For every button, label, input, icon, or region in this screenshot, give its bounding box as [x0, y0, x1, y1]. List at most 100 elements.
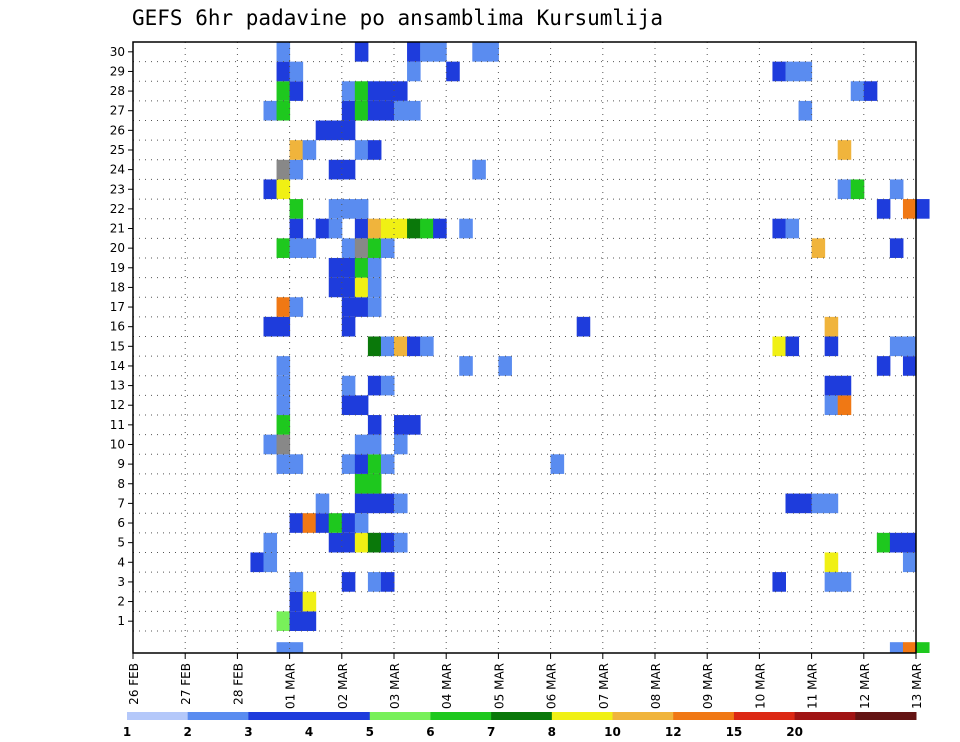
heatmap-cell	[407, 218, 421, 239]
heatmap-cell	[850, 179, 865, 200]
y-tick-label: 10	[110, 437, 125, 451]
heatmap-cell	[328, 120, 343, 141]
heatmap-cell	[289, 159, 304, 180]
colorbar-label: 1	[123, 725, 131, 739]
heatmap-cell	[798, 493, 813, 514]
heatmap-cell	[263, 434, 278, 455]
colorbar-label: 7	[487, 725, 495, 739]
x-tick-label: 28 FEB	[231, 663, 245, 705]
heatmap-cell	[328, 532, 343, 553]
heatmap-cell	[394, 336, 408, 357]
heatmap-cell	[785, 218, 800, 239]
heatmap-cell	[889, 238, 904, 258]
y-tick-label: 19	[110, 261, 125, 275]
heatmap-cell	[354, 454, 369, 474]
heatmap-cell	[315, 120, 330, 141]
x-tick-label: 03 MAR	[388, 663, 402, 709]
x-tick-label: 09 MAR	[701, 663, 715, 709]
heatmap-cell	[902, 552, 917, 573]
heatmap-cell	[367, 100, 382, 121]
heatmap-cell	[407, 415, 421, 435]
heatmap-cell	[772, 572, 786, 592]
heatmap-cell	[876, 356, 891, 376]
heatmap-cell	[772, 218, 786, 239]
y-tick-label: 5	[117, 536, 125, 550]
heatmap-cell	[811, 493, 826, 514]
heatmap-cell	[367, 454, 382, 474]
heatmap-cell	[446, 61, 460, 82]
y-tick-label: 30	[110, 45, 125, 59]
y-tick-label: 6	[117, 516, 125, 530]
heatmap-cell	[394, 532, 408, 553]
heatmap-cell	[328, 513, 343, 533]
heatmap-cell	[367, 532, 382, 553]
heatmap-cell	[276, 297, 291, 317]
y-tick-label: 2	[117, 595, 125, 609]
heatmap-cell	[394, 100, 408, 121]
colorbar-label: 6	[426, 725, 434, 739]
colorbar-swatch	[612, 712, 674, 720]
heatmap-cell	[889, 179, 904, 200]
heatmap-cell	[811, 238, 826, 258]
y-tick-label: 12	[110, 398, 125, 412]
heatmap-cell	[824, 375, 839, 396]
colorbar-label: 10	[604, 725, 621, 739]
heatmap-cell	[902, 336, 917, 357]
heatmap-cell	[420, 336, 434, 357]
heatmap-cell	[459, 218, 473, 239]
heatmap-cell	[341, 100, 356, 121]
heatmap-cell	[772, 336, 786, 357]
heatmap-cell	[380, 493, 395, 514]
y-tick-label: 15	[110, 339, 125, 353]
heatmap-cell	[276, 238, 291, 258]
heatmap-cell	[902, 199, 917, 219]
heatmap-cell	[263, 100, 278, 121]
heatmap-cell	[302, 513, 317, 533]
y-tick-label: 11	[110, 418, 125, 432]
heatmap-cell	[850, 81, 865, 101]
heatmap-cell	[354, 100, 369, 121]
colorbar-label: 15	[726, 725, 743, 739]
heatmap-cell	[785, 493, 800, 514]
heatmap-cell	[824, 572, 839, 592]
heatmap-cell	[289, 572, 304, 592]
heatmap-cell	[876, 532, 891, 553]
colorbar-swatch	[187, 712, 249, 720]
y-tick-label: 27	[110, 104, 125, 118]
heatmap-cell	[276, 81, 291, 101]
heatmap-cell	[328, 277, 343, 298]
colorbar-legend: 1 2 3 4 5 6 7 8 10 12 15 20	[123, 712, 917, 739]
heatmap-cell	[367, 493, 382, 514]
y-axis-ticks: 1234567891011121314151617181920212223242…	[110, 45, 133, 628]
heatmap-cell	[289, 81, 304, 101]
y-tick-label: 17	[110, 300, 125, 314]
heatmap-cell	[263, 179, 278, 200]
heatmap-cell	[276, 415, 291, 435]
heatmap-cell	[367, 297, 382, 317]
heatmap-cell	[472, 159, 486, 180]
colorbar-swatch	[127, 712, 189, 720]
heatmap-cell	[289, 238, 304, 258]
heatmap-cell	[276, 454, 291, 474]
heatmap-cell	[916, 199, 930, 219]
heatmap-cell	[772, 61, 786, 82]
x-tick-label: 06 MAR	[545, 663, 559, 709]
heatmap-cell	[315, 513, 330, 533]
heatmap-cell	[341, 297, 356, 317]
heatmap-cell	[276, 434, 291, 455]
heatmap-cell	[485, 42, 499, 62]
heatmap-cell	[354, 395, 369, 416]
chart-title: GEFS 6hr padavine po ansamblima Kursumli…	[132, 6, 664, 30]
heatmap-cell	[302, 591, 317, 612]
y-tick-label: 7	[117, 496, 125, 510]
heatmap-cell	[798, 61, 813, 82]
heatmap-cell	[354, 297, 369, 317]
heatmap-cell	[341, 277, 356, 298]
heatmap-cell	[289, 454, 304, 474]
heatmap-cell	[341, 532, 356, 553]
heatmap-cell	[341, 199, 356, 219]
heatmap-cell	[276, 375, 291, 396]
heatmap-cell	[354, 434, 369, 455]
heatmap-cell	[394, 434, 408, 455]
